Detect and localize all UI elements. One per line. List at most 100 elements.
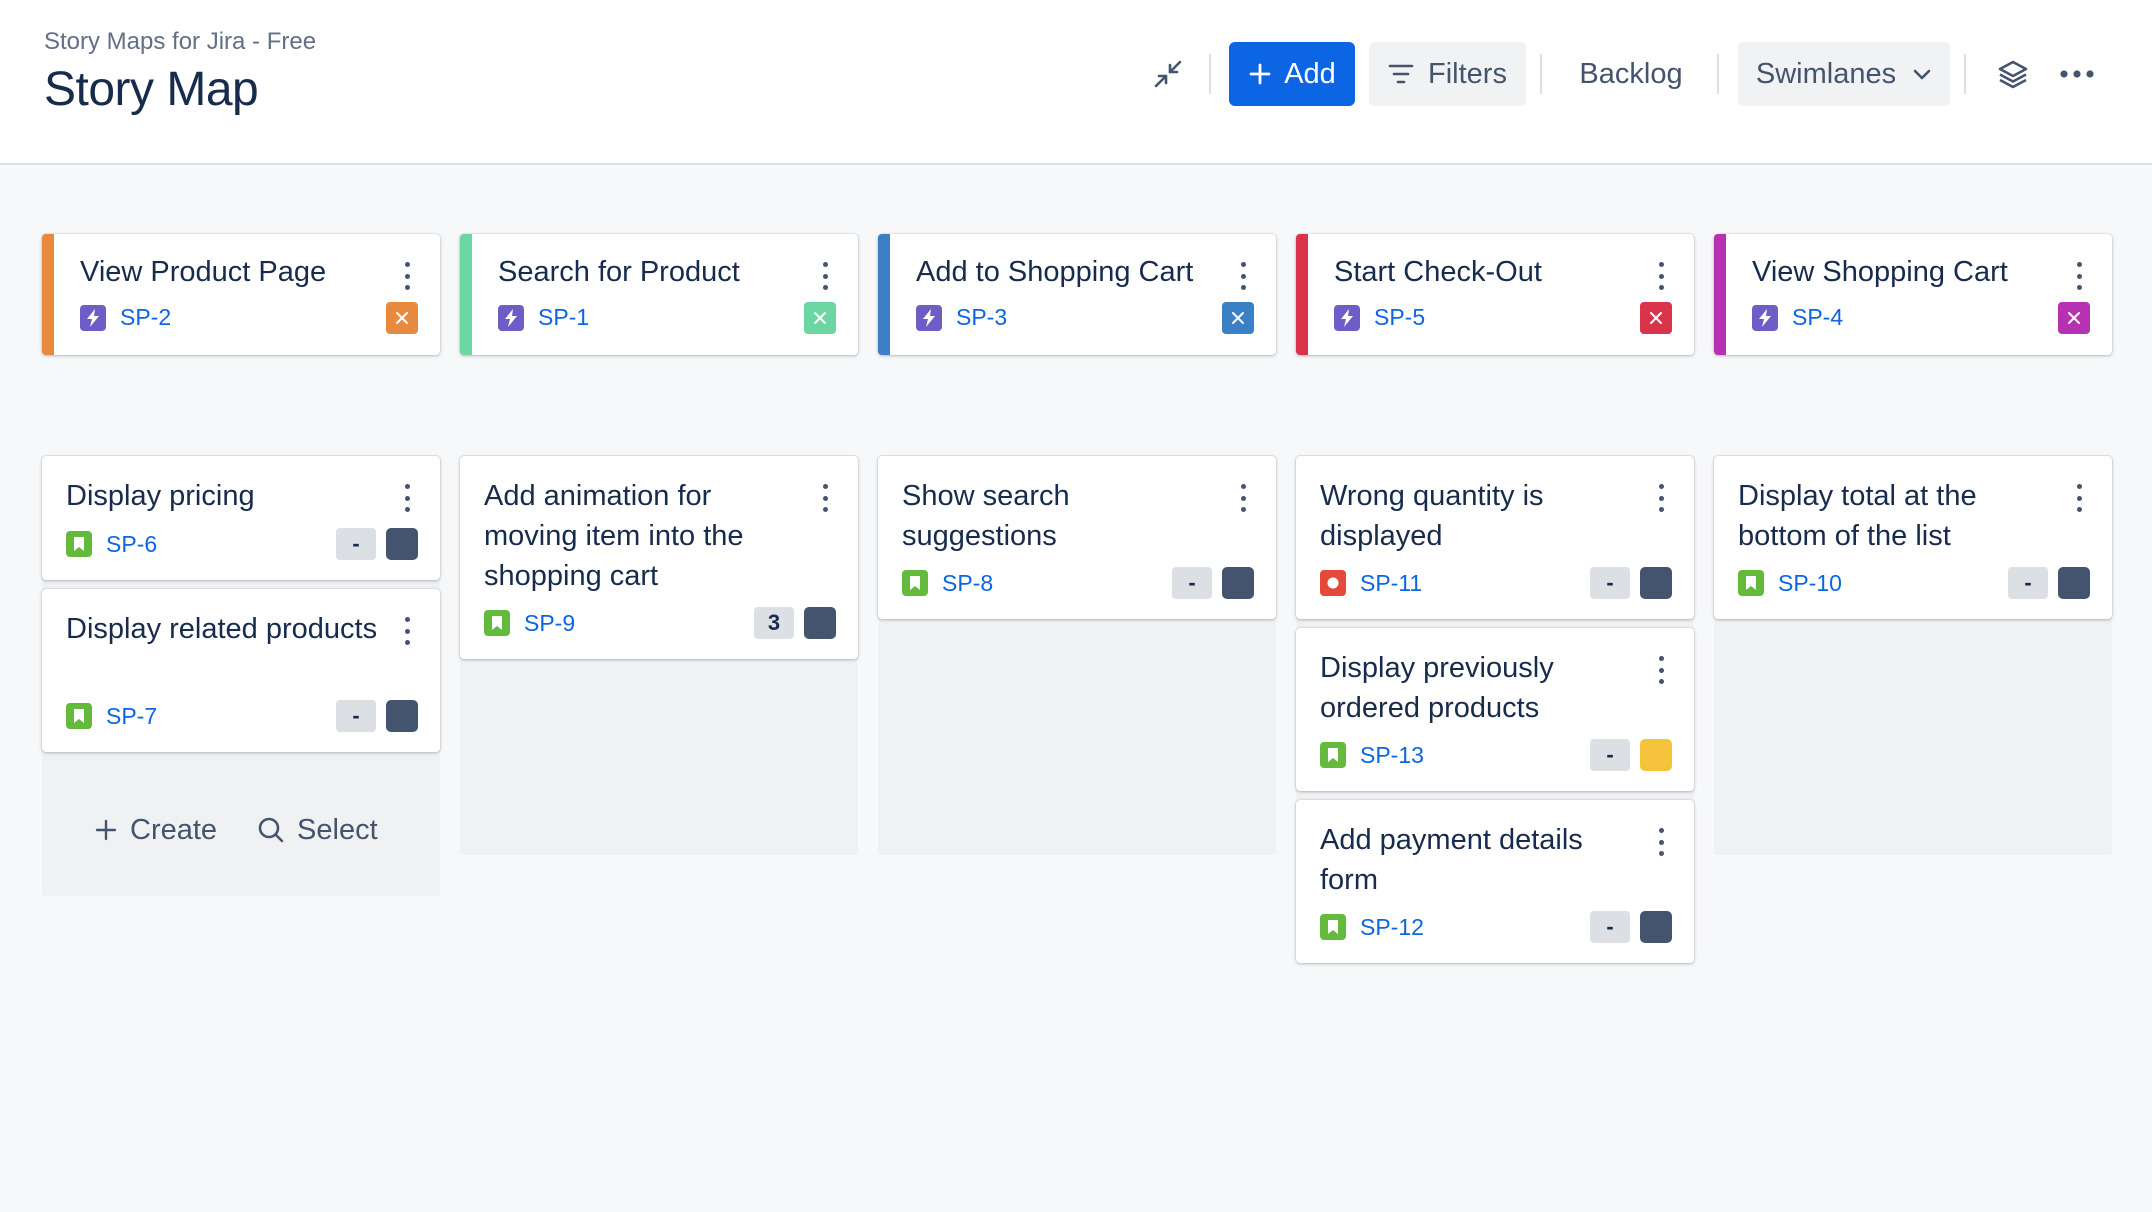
epic-card[interactable]: View Shopping Cart SP-4	[1714, 234, 2112, 355]
issue-key[interactable]: SP-1	[538, 304, 590, 330]
epic-card[interactable]: Add to Shopping Cart SP-3	[878, 234, 1276, 355]
issue-key[interactable]: SP-3	[956, 304, 1008, 330]
toolbar: Add Filters Backlog Swimlanes	[0, 42, 2152, 106]
epic-color-bar	[878, 234, 890, 355]
story-card[interactable]: Show search suggestions SP-8 -	[878, 456, 1276, 619]
epic-type-icon	[498, 304, 524, 331]
card-menu-icon[interactable]	[2074, 484, 2084, 512]
card-menu-icon[interactable]	[1656, 656, 1666, 684]
issue-key[interactable]: SP-12	[1360, 913, 1424, 940]
story-card[interactable]: Display pricing SP-6 -	[42, 456, 440, 580]
estimate-badge[interactable]: -	[1590, 739, 1630, 771]
close-icon[interactable]	[804, 302, 836, 334]
select-button[interactable]: Select	[257, 814, 378, 847]
close-icon[interactable]	[2058, 302, 2090, 334]
story-card[interactable]: Display previously ordered products SP-1…	[1296, 628, 1694, 791]
story-type-icon	[1320, 742, 1346, 768]
create-button[interactable]: Create	[94, 814, 217, 847]
card-menu-icon[interactable]	[2074, 262, 2084, 290]
chevron-down-icon	[1913, 69, 1931, 80]
bug-type-icon	[1320, 570, 1346, 596]
column-actions: Create Select	[44, 805, 404, 855]
issue-key[interactable]: SP-13	[1360, 741, 1424, 768]
more-icon[interactable]	[2057, 42, 2097, 106]
epic-color-bar	[460, 234, 472, 355]
status-indicator[interactable]	[804, 607, 836, 639]
estimate-badge[interactable]: 3	[754, 607, 794, 639]
card-menu-icon[interactable]	[1656, 484, 1666, 512]
issue-key[interactable]: SP-6	[106, 530, 158, 557]
filters-button[interactable]: Filters	[1369, 42, 1526, 106]
epic-type-icon	[80, 304, 106, 331]
layers-icon[interactable]	[1993, 42, 2033, 106]
status-indicator[interactable]	[1222, 567, 1254, 599]
issue-key[interactable]: SP-2	[120, 304, 172, 330]
create-button-label: Create	[130, 813, 218, 846]
toolbar-divider	[1540, 54, 1542, 94]
card-title: Display related products	[66, 613, 378, 645]
story-type-icon	[66, 531, 92, 557]
card-menu-icon[interactable]	[1238, 484, 1248, 512]
story-card[interactable]: Add payment details form SP-12 -	[1296, 800, 1694, 963]
status-indicator[interactable]	[1640, 567, 1672, 599]
status-indicator[interactable]	[386, 700, 418, 732]
estimate-badge[interactable]: -	[1172, 567, 1212, 599]
card-menu-icon[interactable]	[1238, 262, 1248, 290]
card-menu-icon[interactable]	[402, 484, 412, 512]
estimate-badge[interactable]: -	[1590, 567, 1630, 599]
page-title: Story Map	[44, 63, 259, 116]
story-card[interactable]: Wrong quantity is displayed SP-11 -	[1296, 456, 1694, 619]
filter-icon	[1388, 64, 1414, 84]
add-button[interactable]: Add	[1229, 42, 1355, 106]
plus-icon	[1249, 63, 1271, 85]
search-icon	[258, 817, 284, 843]
close-icon[interactable]	[1640, 302, 1672, 334]
swimlanes-dropdown-label: Swimlanes	[1755, 57, 1897, 90]
story-type-icon	[484, 610, 510, 636]
status-indicator[interactable]	[386, 528, 418, 560]
toolbar-divider	[1964, 54, 1966, 94]
estimate-badge[interactable]: -	[336, 528, 376, 560]
epic-card[interactable]: Search for Product SP-1	[460, 234, 858, 355]
card-title: Display pricing	[66, 480, 255, 512]
collapse-icon[interactable]	[1148, 42, 1188, 106]
issue-key[interactable]: SP-5	[1374, 304, 1426, 330]
card-menu-icon[interactable]	[402, 262, 412, 290]
estimate-badge[interactable]: -	[2008, 567, 2048, 599]
status-indicator[interactable]	[1640, 911, 1672, 943]
app-name: Story Maps for Jira - Free	[44, 28, 317, 55]
story-card[interactable]: Display total at the bottom of the list …	[1714, 456, 2112, 619]
issue-key[interactable]: SP-10	[1778, 569, 1842, 596]
plus-icon	[95, 819, 117, 841]
epic-card[interactable]: Start Check-Out SP-5	[1296, 234, 1694, 355]
card-menu-icon[interactable]	[1656, 828, 1666, 856]
status-indicator[interactable]	[1640, 739, 1672, 771]
issue-key[interactable]: SP-8	[942, 569, 994, 596]
close-icon[interactable]	[386, 302, 418, 334]
epic-title: View Shopping Cart	[1752, 256, 2008, 288]
estimate-badge[interactable]: -	[1590, 911, 1630, 943]
close-icon[interactable]	[1222, 302, 1254, 334]
issue-key[interactable]: SP-11	[1360, 569, 1423, 596]
issue-key[interactable]: SP-9	[524, 609, 576, 636]
card-menu-icon[interactable]	[820, 262, 830, 290]
story-card[interactable]: Add animation for moving item into the s…	[460, 456, 858, 659]
card-title: Display previously ordered products	[1320, 652, 1554, 724]
status-indicator[interactable]	[2058, 567, 2090, 599]
swimlanes-dropdown[interactable]: Swimlanes	[1738, 42, 1950, 106]
card-menu-icon[interactable]	[820, 484, 830, 512]
card-menu-icon[interactable]	[402, 617, 412, 645]
filters-button-label: Filters	[1428, 57, 1507, 90]
epic-type-icon	[916, 304, 942, 331]
epic-card[interactable]: View Product Page SP-2	[42, 234, 440, 355]
issue-key[interactable]: SP-7	[106, 702, 158, 729]
epic-title: Start Check-Out	[1334, 256, 1542, 288]
toolbar-divider	[1717, 54, 1719, 94]
story-type-icon	[66, 703, 92, 729]
epic-type-icon	[1334, 304, 1360, 331]
card-menu-icon[interactable]	[1656, 262, 1666, 290]
estimate-badge[interactable]: -	[336, 700, 376, 732]
backlog-button[interactable]: Backlog	[1564, 42, 1698, 106]
issue-key[interactable]: SP-4	[1792, 304, 1844, 330]
story-card[interactable]: Display related products SP-7 -	[42, 589, 440, 752]
